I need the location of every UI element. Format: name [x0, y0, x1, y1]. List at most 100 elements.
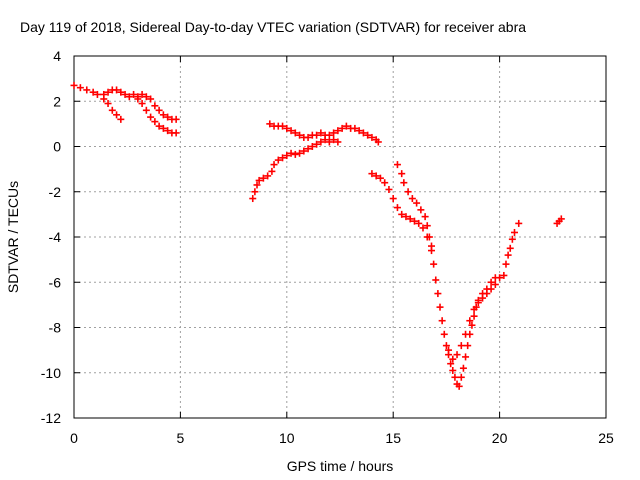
- data-point: [496, 274, 504, 282]
- data-point: [147, 95, 155, 103]
- data-point: [438, 317, 446, 325]
- data-point: [470, 312, 478, 320]
- data-point: [164, 127, 172, 135]
- data-point: [142, 93, 150, 101]
- data-point: [172, 129, 180, 137]
- data-point: [283, 152, 291, 160]
- data-point: [442, 342, 450, 350]
- data-point: [351, 124, 359, 132]
- data-point: [155, 106, 163, 114]
- data-point: [330, 136, 338, 144]
- data-point: [313, 131, 321, 139]
- data-point: [138, 90, 146, 98]
- data-point: [419, 224, 427, 232]
- data-point: [457, 373, 465, 381]
- data-point: [334, 127, 342, 135]
- data-point: [359, 129, 367, 137]
- data-point: [406, 215, 414, 223]
- data-point: [381, 179, 389, 187]
- y-tick-label: -8: [49, 320, 62, 336]
- data-point: [151, 118, 159, 126]
- data-point: [423, 222, 431, 230]
- data-point: [125, 93, 133, 101]
- data-point: [308, 143, 316, 150]
- data-point: [459, 364, 467, 372]
- data-point: [470, 305, 478, 313]
- data-point: [159, 111, 167, 119]
- data-point: [440, 330, 448, 338]
- data-point: [268, 167, 276, 175]
- data-point: [436, 303, 444, 311]
- data-point: [393, 204, 401, 212]
- data-point: [462, 330, 470, 338]
- data-point: [389, 195, 397, 203]
- data-point: [279, 154, 287, 162]
- data-point: [408, 195, 416, 203]
- data-point: [483, 290, 491, 298]
- x-tick-label: 10: [279, 430, 295, 446]
- axis-ticks: 0 5 10 15 20 25 -12 -10 -8 -6 -4 -2 0 2 4: [41, 48, 614, 446]
- data-point: [155, 122, 163, 130]
- data-point: [413, 199, 421, 207]
- data-point: [70, 81, 78, 89]
- data-point: [164, 113, 172, 121]
- data-point: [385, 185, 393, 193]
- data-point: [259, 174, 267, 182]
- y-tick-label: 4: [53, 48, 61, 64]
- data-point: [449, 366, 457, 374]
- data-point: [117, 88, 125, 96]
- data-point: [502, 260, 510, 268]
- data-point: [455, 382, 463, 390]
- data-point: [368, 133, 376, 141]
- data-point: [279, 122, 287, 130]
- data-point: [462, 353, 470, 361]
- data-point: [487, 278, 495, 286]
- data-point: [491, 281, 499, 289]
- data-point: [368, 170, 376, 178]
- x-tick-label: 5: [177, 430, 185, 446]
- data-point: [104, 88, 112, 96]
- data-point: [264, 172, 272, 180]
- data-point: [355, 127, 363, 135]
- data-point: [410, 217, 418, 225]
- data-point: [251, 188, 259, 196]
- data-point: [151, 102, 159, 110]
- data-point: [402, 213, 410, 221]
- data-point: [138, 100, 146, 108]
- data-point: [464, 342, 472, 350]
- data-point: [89, 88, 97, 96]
- data-point: [104, 100, 112, 108]
- data-point: [453, 351, 461, 359]
- data-point: [515, 219, 523, 227]
- data-point: [374, 138, 382, 146]
- data-point: [510, 228, 518, 236]
- data-point: [121, 90, 129, 98]
- data-point: [117, 115, 125, 123]
- data-point: [283, 124, 291, 132]
- x-tick-label: 0: [70, 430, 78, 446]
- y-tick-label: 2: [53, 93, 61, 109]
- data-point: [451, 373, 459, 381]
- y-tick-label: -2: [49, 184, 62, 200]
- data-point: [255, 176, 263, 184]
- data-point: [404, 188, 412, 196]
- data-point: [142, 106, 150, 114]
- data-point: [364, 131, 372, 139]
- data-point: [479, 294, 487, 302]
- data-point: [457, 342, 465, 350]
- data-point: [304, 133, 312, 141]
- data-point: [557, 215, 565, 223]
- data-point: [93, 90, 101, 98]
- y-axis-label: SDTVAR / TECUs: [5, 181, 21, 293]
- data-point: [506, 244, 514, 252]
- data-point: [425, 233, 433, 241]
- data-point: [287, 127, 295, 135]
- data-point: [147, 113, 155, 121]
- data-point: [266, 120, 274, 128]
- data-point: [83, 86, 91, 94]
- data-point: [421, 213, 429, 221]
- data-point: [249, 195, 257, 203]
- data-point: [500, 271, 508, 279]
- data-points: [70, 81, 565, 390]
